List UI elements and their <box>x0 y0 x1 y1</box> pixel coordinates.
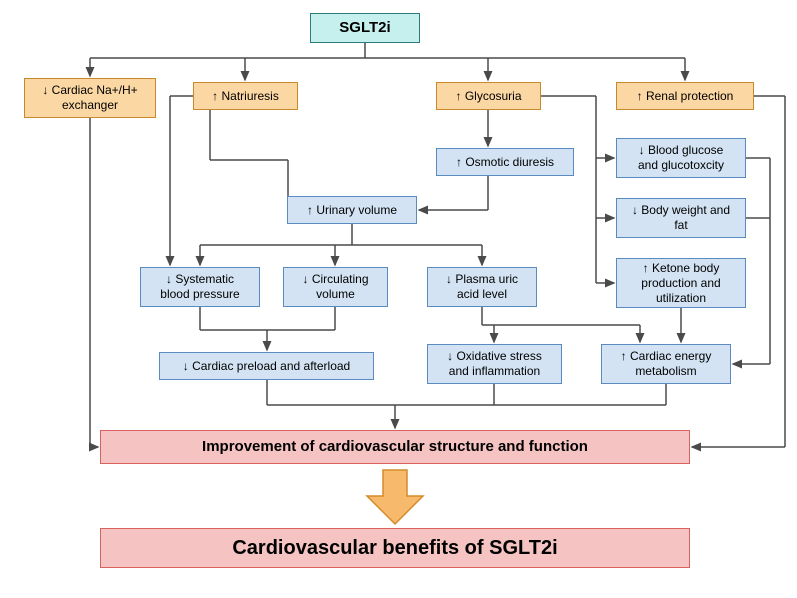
label-blood-glucose: ↓ Blood glucose and glucotoxcity <box>638 143 724 173</box>
label-osmotic: ↑ Osmotic diuresis <box>456 155 554 170</box>
label-benefits: Cardiovascular benefits of SGLT2i <box>232 536 557 561</box>
node-oxidative: ↓ Oxidative stress and inflammation <box>427 344 562 384</box>
node-osmotic: ↑ Osmotic diuresis <box>436 148 574 176</box>
node-cardiac-nahe: ↓ Cardiac Na+/H+ exchanger <box>24 78 156 118</box>
node-circ-vol: ↓ Circulating volume <box>283 267 388 307</box>
label-sys-bp: ↓ Systematic blood pressure <box>160 272 239 302</box>
node-urinary: ↑ Urinary volume <box>287 196 417 224</box>
node-renal: ↑ Renal protection <box>616 82 754 110</box>
node-improvement: Improvement of cardiovascular structure … <box>100 430 690 464</box>
label-ketone: ↑ Ketone body production and utilization <box>641 261 720 306</box>
node-benefits: Cardiovascular benefits of SGLT2i <box>100 528 690 568</box>
label-plasma-uric: ↓ Plasma uric acid level <box>446 272 518 302</box>
label-urinary: ↑ Urinary volume <box>307 203 397 218</box>
node-cardiac-energy: ↑ Cardiac energy metabolism <box>601 344 731 384</box>
label-body-weight: ↓ Body weight and fat <box>632 203 730 233</box>
label-renal: ↑ Renal protection <box>637 89 734 104</box>
node-natriuresis: ↑ Natriuresis <box>193 82 298 110</box>
node-sglt2i: SGLT2i <box>310 13 420 43</box>
label-cardiac-energy: ↑ Cardiac energy metabolism <box>621 349 712 379</box>
label-circ-vol: ↓ Circulating volume <box>302 272 368 302</box>
label-cardiac-nahe: ↓ Cardiac Na+/H+ exchanger <box>42 83 137 113</box>
node-ketone: ↑ Ketone body production and utilization <box>616 258 746 308</box>
node-blood-glucose: ↓ Blood glucose and glucotoxcity <box>616 138 746 178</box>
label-natriuresis: ↑ Natriuresis <box>212 89 279 104</box>
label-sglt2i: SGLT2i <box>339 19 390 38</box>
label-glycosuria: ↑ Glycosuria <box>455 89 521 104</box>
big-arrow-icon <box>365 468 425 526</box>
node-sys-bp: ↓ Systematic blood pressure <box>140 267 260 307</box>
label-oxidative: ↓ Oxidative stress and inflammation <box>447 349 542 379</box>
node-preload: ↓ Cardiac preload and afterload <box>159 352 374 380</box>
node-plasma-uric: ↓ Plasma uric acid level <box>427 267 537 307</box>
label-preload: ↓ Cardiac preload and afterload <box>183 359 350 374</box>
label-improvement: Improvement of cardiovascular structure … <box>202 438 588 457</box>
node-body-weight: ↓ Body weight and fat <box>616 198 746 238</box>
node-glycosuria: ↑ Glycosuria <box>436 82 541 110</box>
